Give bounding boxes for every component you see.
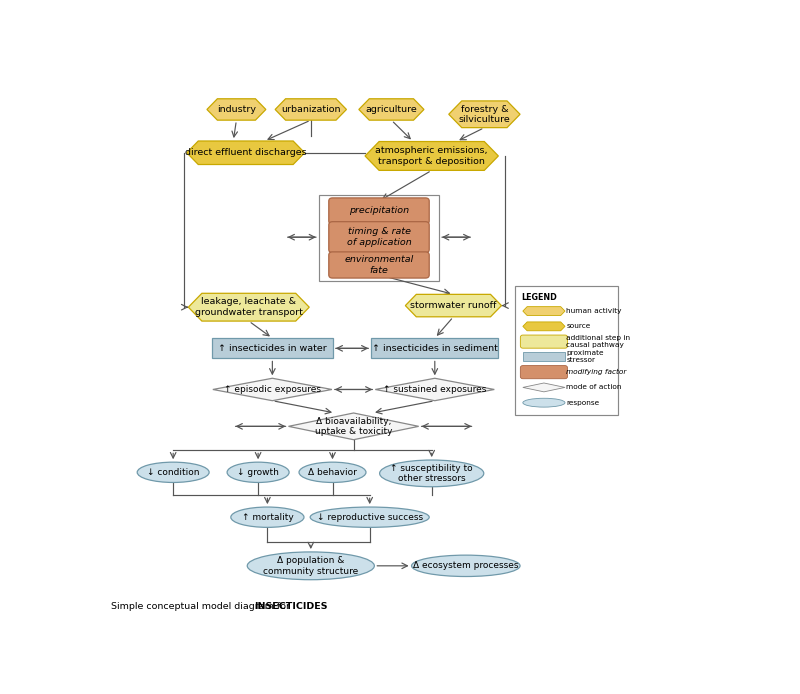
FancyBboxPatch shape bbox=[329, 252, 430, 278]
Text: Simple conceptual model diagram for: Simple conceptual model diagram for bbox=[111, 602, 293, 611]
FancyBboxPatch shape bbox=[520, 335, 567, 348]
Ellipse shape bbox=[523, 398, 565, 407]
Text: INSECTICIDES: INSECTICIDES bbox=[254, 602, 327, 611]
Polygon shape bbox=[207, 99, 266, 120]
Ellipse shape bbox=[299, 462, 366, 482]
Text: additional step in
causal pathway: additional step in causal pathway bbox=[566, 335, 630, 348]
Text: Δ behavior: Δ behavior bbox=[308, 468, 357, 477]
Polygon shape bbox=[289, 413, 418, 440]
Text: proximate
stressor: proximate stressor bbox=[566, 350, 604, 364]
Text: stormwater runoff: stormwater runoff bbox=[410, 301, 497, 310]
Text: ↓ growth: ↓ growth bbox=[237, 468, 279, 477]
Polygon shape bbox=[406, 294, 502, 316]
Polygon shape bbox=[359, 99, 424, 120]
Ellipse shape bbox=[310, 507, 430, 527]
Text: response: response bbox=[566, 400, 599, 406]
Text: ↑ insecticides in water: ↑ insecticides in water bbox=[218, 344, 326, 353]
Ellipse shape bbox=[231, 507, 304, 527]
Text: precipitation: precipitation bbox=[349, 207, 409, 216]
Text: environmental
fate: environmental fate bbox=[344, 255, 414, 275]
Ellipse shape bbox=[380, 460, 484, 486]
Bar bbox=[319, 195, 439, 281]
Text: forestry &
silviculture: forestry & silviculture bbox=[458, 105, 510, 124]
Ellipse shape bbox=[247, 552, 374, 579]
Text: ↑ susceptibility to
other stressors: ↑ susceptibility to other stressors bbox=[390, 464, 473, 483]
Text: timing & rate
of application: timing & rate of application bbox=[346, 228, 411, 247]
Ellipse shape bbox=[227, 462, 289, 482]
Polygon shape bbox=[275, 99, 346, 120]
Polygon shape bbox=[375, 378, 494, 400]
Text: ↑ sustained exposures: ↑ sustained exposures bbox=[383, 385, 486, 394]
Text: ↑ mortality: ↑ mortality bbox=[242, 513, 294, 522]
Ellipse shape bbox=[411, 555, 520, 577]
FancyBboxPatch shape bbox=[212, 338, 333, 359]
Bar bbox=[515, 287, 618, 414]
Text: Δ population &
community structure: Δ population & community structure bbox=[263, 556, 358, 575]
FancyBboxPatch shape bbox=[371, 338, 498, 359]
Polygon shape bbox=[187, 141, 305, 164]
Text: urbanization: urbanization bbox=[281, 105, 341, 114]
Text: atmospheric emissions,
transport & deposition: atmospheric emissions, transport & depos… bbox=[375, 146, 488, 166]
Text: human activity: human activity bbox=[566, 308, 622, 314]
Polygon shape bbox=[365, 142, 498, 171]
FancyBboxPatch shape bbox=[520, 366, 567, 379]
Polygon shape bbox=[523, 322, 565, 331]
FancyBboxPatch shape bbox=[329, 221, 430, 253]
Polygon shape bbox=[188, 294, 310, 321]
Text: Δ ecosystem processes: Δ ecosystem processes bbox=[413, 561, 518, 570]
Text: Δ bioavailability,
uptake & toxicity: Δ bioavailability, uptake & toxicity bbox=[315, 416, 392, 436]
Text: ↑ insecticides in sediment: ↑ insecticides in sediment bbox=[372, 344, 498, 353]
Text: ↓ reproductive success: ↓ reproductive success bbox=[317, 513, 422, 522]
FancyBboxPatch shape bbox=[329, 198, 430, 224]
Text: industry: industry bbox=[217, 105, 256, 114]
Text: source: source bbox=[566, 323, 590, 330]
Polygon shape bbox=[213, 378, 332, 400]
Polygon shape bbox=[449, 101, 520, 128]
Text: mode of action: mode of action bbox=[566, 384, 622, 391]
Polygon shape bbox=[523, 383, 565, 392]
Text: agriculture: agriculture bbox=[366, 105, 418, 114]
Polygon shape bbox=[523, 307, 565, 316]
Text: modifying factor: modifying factor bbox=[566, 369, 626, 375]
Text: direct effluent discharges: direct effluent discharges bbox=[185, 149, 306, 158]
Text: ↑ episodic exposures: ↑ episodic exposures bbox=[224, 385, 321, 394]
Ellipse shape bbox=[138, 462, 209, 482]
Text: leakage, leachate &
groundwater transport: leakage, leachate & groundwater transpor… bbox=[195, 298, 302, 317]
FancyBboxPatch shape bbox=[523, 353, 565, 362]
Text: ↓ condition: ↓ condition bbox=[147, 468, 199, 477]
Text: LEGEND: LEGEND bbox=[522, 293, 558, 302]
